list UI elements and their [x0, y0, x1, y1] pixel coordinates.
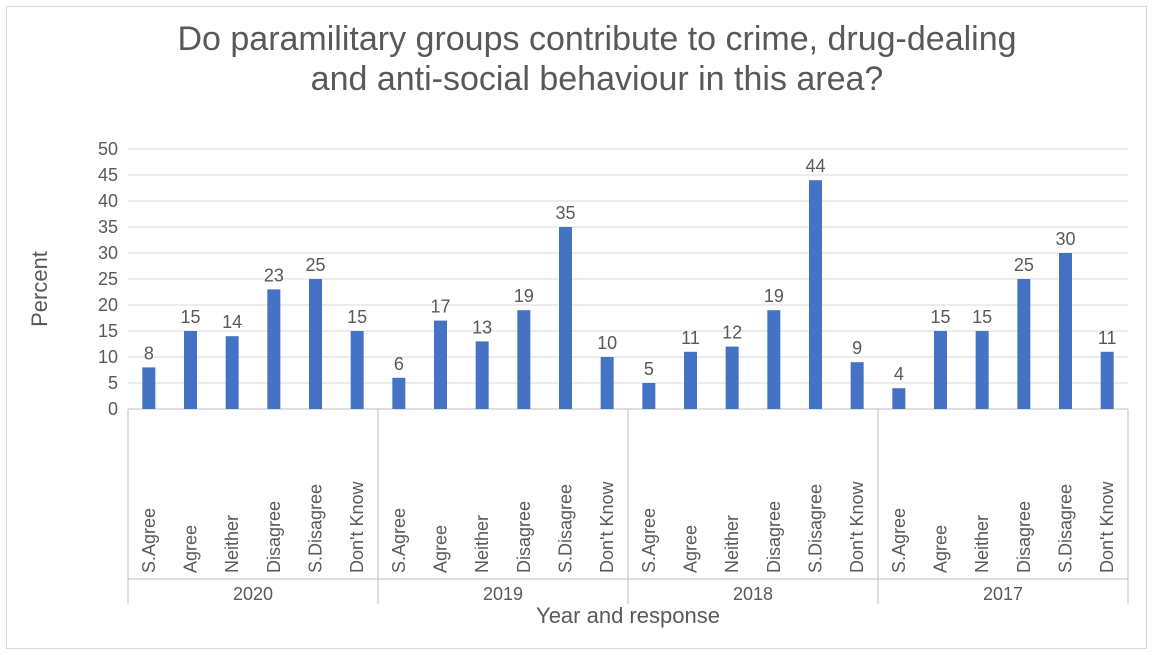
- y-tick-label: 35: [98, 217, 118, 237]
- bar: [642, 383, 656, 409]
- bar: [600, 357, 614, 409]
- bar: [684, 351, 697, 409]
- y-tick-label: 50: [98, 139, 118, 159]
- bar: [725, 346, 739, 409]
- data-label: 9: [852, 338, 862, 358]
- x-category-label: S.Disagree: [806, 484, 826, 573]
- x-category-label: S.Agree: [889, 508, 909, 573]
- bar: [309, 279, 322, 409]
- bar: [559, 227, 572, 409]
- x-category-label: Agree: [431, 525, 451, 573]
- y-tick-label: 5: [108, 373, 118, 393]
- bar: [392, 377, 406, 409]
- data-label: 5: [644, 359, 654, 379]
- x-group-label: 2020: [233, 584, 273, 604]
- data-label: 11: [1098, 328, 1117, 348]
- gridlines: [128, 148, 1128, 410]
- bar: [225, 336, 239, 409]
- x-category-label: S.Disagree: [1056, 484, 1076, 573]
- y-tick-label: 25: [98, 269, 118, 289]
- x-axis-label: Year and response: [536, 603, 720, 628]
- bar: [184, 331, 197, 409]
- x-category-label: S.Disagree: [306, 484, 326, 573]
- bar: [975, 331, 989, 409]
- x-category-label: Don't Know: [1097, 481, 1117, 573]
- bar: [1059, 253, 1072, 409]
- bar: [934, 331, 947, 409]
- y-tick-label: 15: [98, 321, 118, 341]
- bar: [142, 367, 156, 409]
- data-label: 19: [514, 286, 534, 306]
- data-label: 15: [972, 307, 992, 327]
- y-tick-label: 40: [98, 191, 118, 211]
- data-label: 6: [394, 354, 404, 374]
- data-labels: 8 15 14 23 25 15 6 17 13 19 35 10 5 11 12 19 44 9 4 15 15 25 3…: [144, 156, 1117, 384]
- x-category-label: S.Agree: [389, 508, 409, 573]
- x-group-label: 2018: [733, 584, 773, 604]
- x-category-label: Disagree: [264, 501, 284, 573]
- x-category-label: Neither: [472, 515, 492, 573]
- y-tick-label: 20: [98, 295, 118, 315]
- y-tick-label: 45: [98, 165, 118, 185]
- bar: [767, 310, 781, 409]
- x-category-label: Don't Know: [347, 481, 367, 573]
- bar: [267, 289, 281, 409]
- data-label: 15: [930, 307, 950, 327]
- data-label: 25: [1014, 255, 1034, 275]
- bar: [809, 180, 822, 409]
- data-label: 44: [805, 156, 825, 176]
- y-tick-label: 0: [108, 399, 118, 419]
- data-label: 11: [681, 328, 700, 348]
- x-category-label: S.Agree: [639, 508, 659, 573]
- data-label: 25: [305, 255, 325, 275]
- data-label: 13: [472, 317, 492, 337]
- x-category-label: Neither: [222, 515, 242, 573]
- chart-title: Do paramilitary groups contribute to cri…: [177, 20, 1017, 98]
- data-label: 35: [555, 203, 575, 223]
- bar: [517, 310, 531, 409]
- data-label: 10: [597, 333, 617, 353]
- data-label: 15: [180, 307, 200, 327]
- x-category-label: Agree: [181, 525, 201, 573]
- bar: [1017, 279, 1031, 409]
- x-category-label: S.Disagree: [556, 484, 576, 573]
- data-label: 23: [264, 265, 284, 285]
- x-category-label: Agree: [931, 525, 951, 573]
- data-label: 17: [430, 297, 450, 317]
- y-axis-label: Percent: [27, 251, 52, 327]
- x-group-label: 2019: [483, 584, 523, 604]
- x-category-label: Agree: [681, 525, 701, 573]
- x-category-label: Neither: [722, 515, 742, 573]
- bar: [434, 320, 447, 409]
- x-category-label: Disagree: [764, 501, 784, 573]
- y-tick-label: 30: [98, 243, 118, 263]
- data-label: 19: [764, 286, 784, 306]
- bar: [850, 362, 864, 409]
- bar: [475, 341, 489, 409]
- bar: [892, 388, 906, 409]
- x-category-label: Don't Know: [847, 481, 867, 573]
- x-axis: S.Agree Agree Neither Disagree S.Disagree Don…: [127, 409, 1129, 604]
- bar: [1100, 351, 1114, 409]
- data-label: 4: [894, 364, 904, 384]
- x-group-label: 2017: [983, 584, 1023, 604]
- data-label: 14: [222, 312, 242, 332]
- bars: [142, 180, 1114, 409]
- y-axis-ticks: 0 5 10 15 20 25 30 35 40 45 50: [98, 139, 118, 419]
- x-category-label: S.Agree: [139, 508, 159, 573]
- x-category-label: Disagree: [514, 501, 534, 573]
- data-label: 12: [722, 323, 742, 343]
- data-label: 15: [347, 307, 367, 327]
- y-tick-label: 10: [98, 347, 118, 367]
- data-label: 30: [1055, 229, 1075, 249]
- bar: [350, 331, 364, 409]
- chart-frame: Do paramilitary groups contribute to cri…: [6, 6, 1147, 649]
- x-category-label: Disagree: [1014, 501, 1034, 573]
- x-category-label: Don't Know: [597, 481, 617, 573]
- data-label: 8: [144, 343, 154, 363]
- x-category-label: Neither: [972, 515, 992, 573]
